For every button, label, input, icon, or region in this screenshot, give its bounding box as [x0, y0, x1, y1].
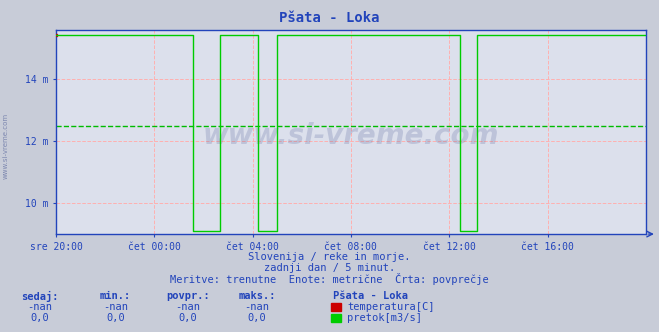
Text: www.si-vreme.com: www.si-vreme.com: [203, 122, 499, 150]
Text: 0,0: 0,0: [30, 313, 49, 323]
Text: povpr.:: povpr.:: [166, 291, 210, 301]
Text: temperatura[C]: temperatura[C]: [347, 302, 435, 312]
Text: Pšata - Loka: Pšata - Loka: [333, 291, 408, 301]
Text: Meritve: trenutne  Enote: metrične  Črta: povprečje: Meritve: trenutne Enote: metrične Črta: …: [170, 273, 489, 285]
Text: maks.:: maks.:: [239, 291, 275, 301]
Text: min.:: min.:: [100, 291, 131, 301]
Text: zadnji dan / 5 minut.: zadnji dan / 5 minut.: [264, 263, 395, 273]
Text: pretok[m3/s]: pretok[m3/s]: [347, 313, 422, 323]
Text: sedaj:: sedaj:: [21, 290, 58, 302]
Text: -nan: -nan: [175, 302, 200, 312]
Text: -nan: -nan: [244, 302, 270, 312]
Text: Slovenija / reke in morje.: Slovenija / reke in morje.: [248, 252, 411, 262]
Text: 0,0: 0,0: [179, 313, 197, 323]
Text: -nan: -nan: [103, 302, 128, 312]
Text: Pšata - Loka: Pšata - Loka: [279, 11, 380, 25]
Text: www.si-vreme.com: www.si-vreme.com: [2, 113, 9, 179]
Text: 0,0: 0,0: [106, 313, 125, 323]
Text: -nan: -nan: [27, 302, 52, 312]
Text: 0,0: 0,0: [248, 313, 266, 323]
